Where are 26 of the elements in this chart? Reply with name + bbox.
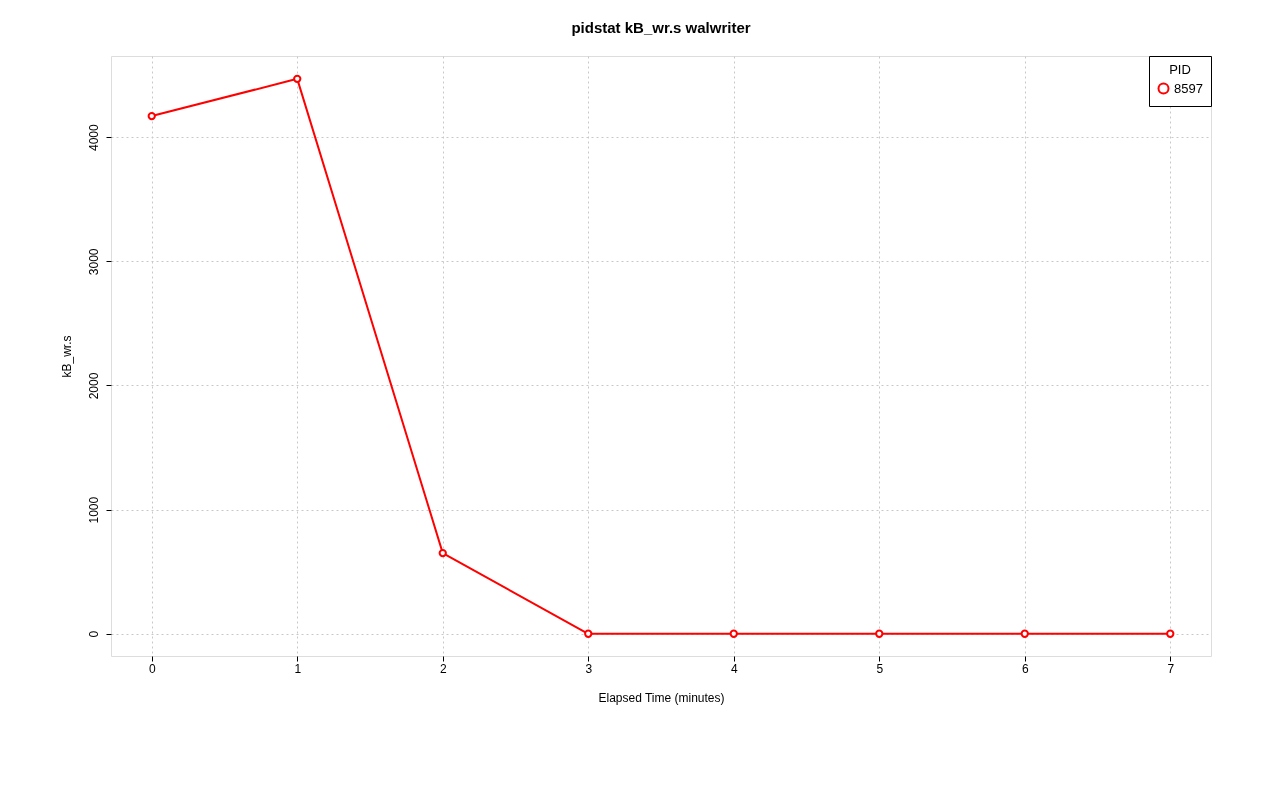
y-tick-label: 2000 xyxy=(86,372,101,400)
point xyxy=(438,548,447,558)
x-tick-label: 2 xyxy=(439,661,447,676)
x-tick-label: 3 xyxy=(585,661,593,676)
chart-title: pidstat kB_wr.s walwriter xyxy=(571,18,751,36)
point xyxy=(1166,629,1175,638)
point xyxy=(1020,629,1029,638)
y-tick-label: 4000 xyxy=(86,124,101,152)
y-tick-label: 1000 xyxy=(86,496,101,524)
x-tick-label: 4 xyxy=(730,661,738,676)
point xyxy=(729,629,738,638)
point xyxy=(293,74,302,83)
x-tick-label: 0 xyxy=(148,661,156,676)
x-tick-label: 6 xyxy=(1021,661,1029,676)
y-tick-label: 0 xyxy=(86,630,101,638)
point xyxy=(147,111,156,121)
y-tick-label: 3000 xyxy=(86,248,101,276)
x-tick-label: 7 xyxy=(1167,661,1175,676)
point xyxy=(875,629,884,638)
y-axis-title: kB_wr.s xyxy=(59,335,74,378)
x-tick-label: 1 xyxy=(294,661,302,676)
point xyxy=(584,629,593,638)
x-axis-title: Elapsed Time (minutes) xyxy=(598,690,725,705)
legend-label: 8597 xyxy=(1174,80,1203,96)
x-tick-label: 5 xyxy=(876,661,884,676)
legend-title: PID xyxy=(1169,62,1191,77)
